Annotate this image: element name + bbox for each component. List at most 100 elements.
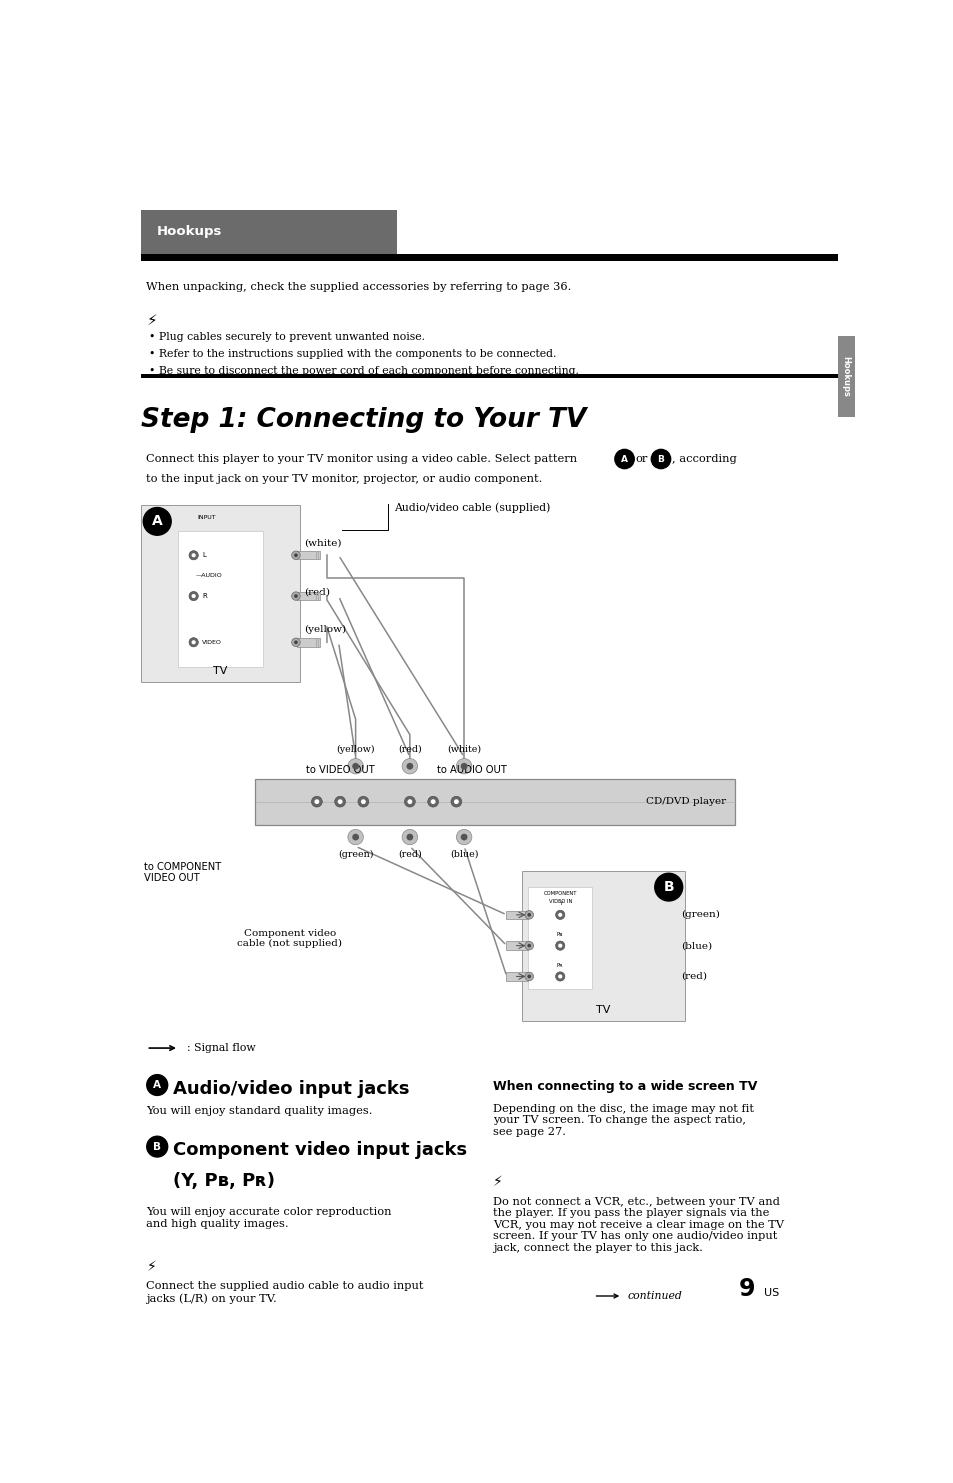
Circle shape — [402, 829, 417, 845]
Circle shape — [348, 758, 363, 774]
Circle shape — [192, 553, 195, 558]
Text: Hookups: Hookups — [841, 356, 850, 397]
Circle shape — [555, 942, 564, 951]
Circle shape — [615, 449, 634, 469]
Text: When unpacking, check the supplied accessories by referring to page 36.: When unpacking, check the supplied acces… — [146, 282, 571, 292]
Text: (green): (green) — [337, 850, 373, 859]
Text: A: A — [152, 515, 162, 528]
Text: to COMPONENT
VIDEO OUT: to COMPONENT VIDEO OUT — [144, 862, 221, 884]
Text: Pʀ: Pʀ — [557, 962, 563, 967]
Text: R: R — [202, 593, 207, 599]
Circle shape — [524, 942, 533, 951]
Circle shape — [292, 638, 300, 647]
Text: (red): (red) — [680, 971, 706, 980]
Circle shape — [360, 799, 365, 804]
Circle shape — [406, 833, 413, 841]
Circle shape — [352, 833, 358, 841]
Circle shape — [189, 638, 198, 647]
Circle shape — [427, 796, 438, 807]
Text: (white): (white) — [447, 744, 480, 753]
Text: or: or — [635, 454, 647, 464]
Text: Do not connect a VCR, etc., between your TV and
the player. If you pass the play: Do not connect a VCR, etc., between your… — [493, 1197, 783, 1253]
Text: US: US — [763, 1289, 779, 1298]
FancyBboxPatch shape — [178, 531, 263, 667]
Text: (yellow): (yellow) — [304, 626, 346, 635]
FancyBboxPatch shape — [319, 552, 321, 559]
Circle shape — [527, 943, 531, 948]
Circle shape — [294, 595, 297, 598]
FancyBboxPatch shape — [505, 942, 527, 951]
Circle shape — [352, 762, 358, 770]
Circle shape — [337, 799, 342, 804]
Text: (red): (red) — [397, 850, 421, 859]
FancyBboxPatch shape — [296, 638, 319, 647]
Circle shape — [524, 911, 533, 919]
Text: TV: TV — [596, 1005, 610, 1014]
Text: B: B — [662, 879, 674, 894]
FancyBboxPatch shape — [317, 552, 319, 559]
Text: (red): (red) — [397, 744, 421, 753]
Text: to AUDIO OUT: to AUDIO OUT — [436, 765, 506, 774]
FancyBboxPatch shape — [315, 592, 317, 601]
Circle shape — [335, 796, 345, 807]
Text: Depending on the disc, the image may not fit
your TV screen. To change the aspec: Depending on the disc, the image may not… — [493, 1103, 753, 1136]
Circle shape — [357, 796, 369, 807]
Text: Audio/video cable (supplied): Audio/video cable (supplied) — [394, 503, 550, 513]
Circle shape — [143, 507, 171, 535]
Circle shape — [558, 912, 561, 916]
Circle shape — [456, 829, 472, 845]
Text: (yellow): (yellow) — [336, 744, 375, 753]
Text: (white): (white) — [304, 538, 341, 547]
Text: : Signal flow: : Signal flow — [187, 1043, 255, 1053]
Circle shape — [654, 873, 682, 902]
FancyBboxPatch shape — [317, 638, 319, 647]
Text: You will enjoy standard quality images.: You will enjoy standard quality images. — [146, 1106, 373, 1115]
Circle shape — [451, 796, 461, 807]
Text: VIDEO: VIDEO — [202, 639, 222, 645]
Text: B: B — [657, 454, 663, 464]
FancyBboxPatch shape — [296, 592, 319, 601]
Text: , according: , according — [671, 454, 736, 464]
Text: Hookups: Hookups — [156, 225, 222, 239]
Circle shape — [407, 799, 412, 804]
Circle shape — [430, 799, 436, 804]
FancyBboxPatch shape — [254, 779, 735, 825]
FancyBboxPatch shape — [315, 552, 317, 559]
Text: (red): (red) — [304, 587, 330, 596]
FancyBboxPatch shape — [505, 911, 527, 919]
Text: —AUDIO: —AUDIO — [195, 572, 222, 578]
Text: VIDEO IN: VIDEO IN — [548, 899, 571, 905]
Circle shape — [651, 449, 670, 469]
Text: A: A — [153, 1080, 161, 1090]
Text: COMPONENT: COMPONENT — [543, 891, 577, 896]
Text: Component video input jacks: Component video input jacks — [172, 1142, 466, 1160]
Circle shape — [558, 943, 561, 948]
Circle shape — [460, 762, 467, 770]
Text: INPUT: INPUT — [197, 515, 216, 521]
Circle shape — [192, 641, 195, 644]
FancyBboxPatch shape — [141, 254, 837, 261]
Text: Connect the supplied audio cable to audio input
jacks (L/R) on your TV.: Connect the supplied audio cable to audi… — [146, 1281, 423, 1304]
FancyBboxPatch shape — [296, 552, 319, 559]
Text: Step 1: Connecting to Your TV: Step 1: Connecting to Your TV — [141, 408, 586, 433]
FancyBboxPatch shape — [315, 638, 317, 647]
Text: (blue): (blue) — [450, 850, 477, 859]
Text: • Refer to the instructions supplied with the components to be connected.: • Refer to the instructions supplied wit… — [149, 349, 556, 359]
Text: B: B — [153, 1142, 161, 1152]
Text: (green): (green) — [680, 911, 720, 919]
Text: L: L — [202, 552, 206, 558]
Text: When connecting to a wide screen TV: When connecting to a wide screen TV — [493, 1080, 757, 1093]
FancyBboxPatch shape — [319, 592, 321, 601]
Text: continued: continued — [627, 1292, 681, 1301]
FancyBboxPatch shape — [317, 592, 319, 601]
Circle shape — [348, 829, 363, 845]
Text: ⚡: ⚡ — [146, 1261, 156, 1274]
Circle shape — [527, 974, 531, 979]
Text: You will enjoy accurate color reproduction
and high quality images.: You will enjoy accurate color reproducti… — [146, 1207, 392, 1229]
Circle shape — [189, 550, 198, 561]
Circle shape — [402, 758, 417, 774]
FancyBboxPatch shape — [141, 374, 837, 378]
Circle shape — [147, 1075, 168, 1096]
Text: CD/DVD player: CD/DVD player — [645, 798, 725, 807]
Text: to VIDEO OUT: to VIDEO OUT — [305, 765, 375, 774]
